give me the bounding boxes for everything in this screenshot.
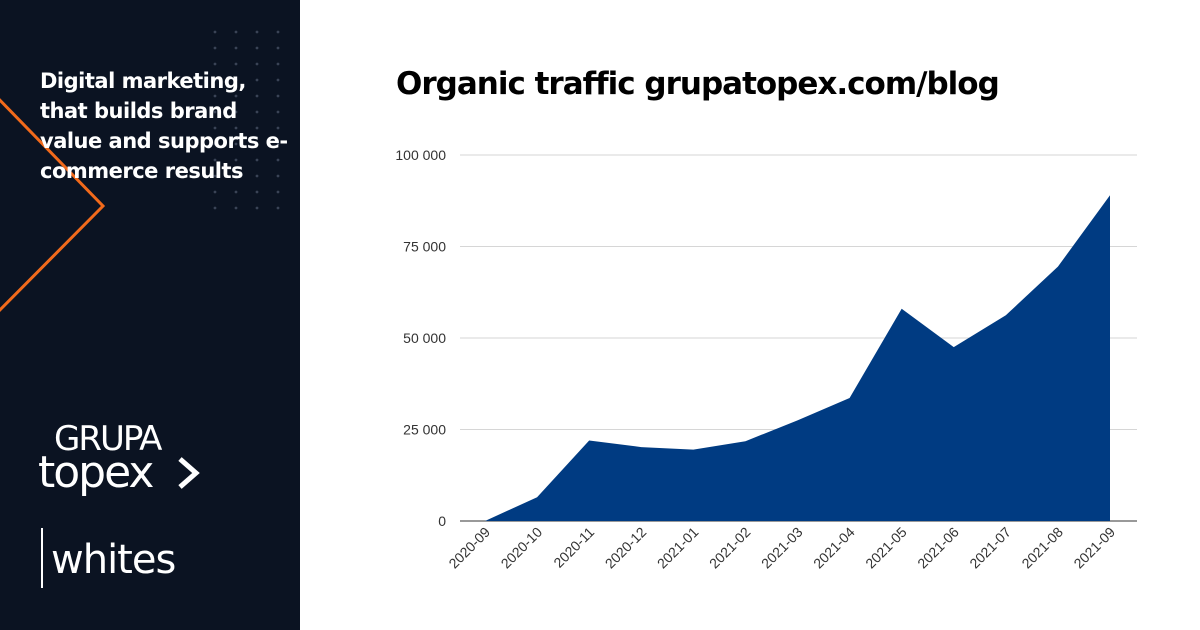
y-tick-label: 75 000 xyxy=(403,239,446,255)
x-tick-label: 2020-11 xyxy=(550,524,597,571)
x-tick-label: 2021-09 xyxy=(1070,524,1118,572)
x-tick-label: 2021-06 xyxy=(914,524,962,572)
x-tick-label: 2021-02 xyxy=(706,524,754,572)
y-axis-ticks: 0 25 000 50 000 75 000 100 000 xyxy=(395,147,446,529)
x-tick-label: 2021-04 xyxy=(810,524,858,572)
x-tick-label: 2021-01 xyxy=(654,524,702,572)
area-series-fill xyxy=(485,195,1110,521)
x-tick-label: 2021-07 xyxy=(966,524,1014,572)
x-tick-label: 2021-05 xyxy=(862,524,910,572)
logo-chevron-icon xyxy=(178,457,200,489)
y-tick-label: 0 xyxy=(438,513,446,529)
chart-title: Organic traffic grupatopex.com/blog xyxy=(396,66,1000,102)
y-tick-label: 50 000 xyxy=(403,330,446,346)
x-axis-ticks: 2020-09 2020-10 2020-11 2020-12 2021-01 2021-… xyxy=(445,524,1118,572)
logo-divider xyxy=(41,528,43,588)
sidebar-decoration xyxy=(0,30,280,313)
sidebar: Digital marketing, that builds brand val… xyxy=(0,0,300,630)
dot-grid-pattern xyxy=(213,30,280,210)
y-tick-label: 100 000 xyxy=(395,147,446,163)
logo-topex-text: topex xyxy=(38,447,154,498)
logo-whites-text: whites xyxy=(51,537,176,583)
y-tick-label: 25 000 xyxy=(403,422,446,438)
x-tick-label: 2021-03 xyxy=(758,524,806,572)
logo-grupa-text: GRUPA xyxy=(54,419,162,459)
area-series xyxy=(485,195,1110,521)
accent-chevron-line xyxy=(0,98,106,313)
x-tick-label: 2020-12 xyxy=(602,524,650,572)
x-tick-label: 2021-08 xyxy=(1018,524,1066,572)
x-tick-label: 2020-10 xyxy=(498,524,546,572)
sidebar-tagline: Digital marketing, that builds brand val… xyxy=(40,69,288,183)
x-tick-label: 2020-09 xyxy=(445,524,493,572)
